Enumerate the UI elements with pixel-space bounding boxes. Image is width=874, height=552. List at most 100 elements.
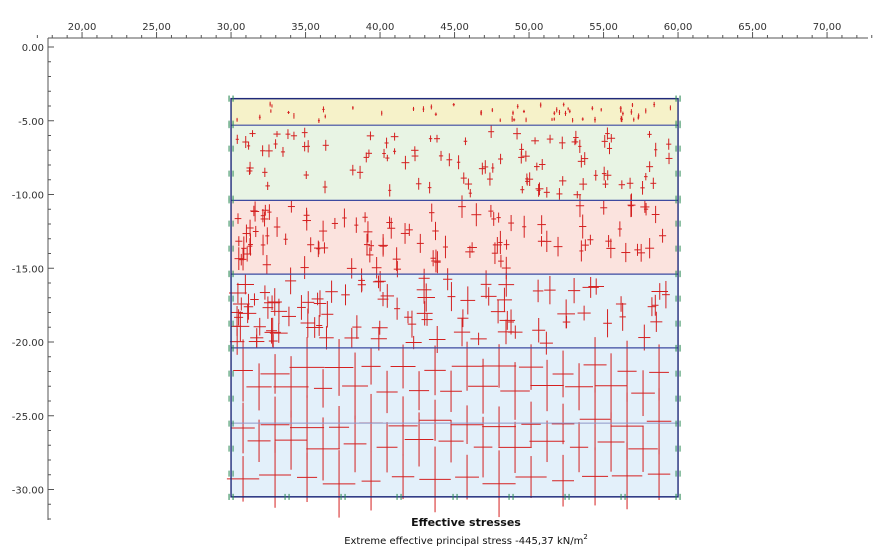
- stress-cross: [405, 223, 413, 236]
- x-tick-label: 70,00: [813, 22, 842, 33]
- left-ruler[interactable]: 0.00 -5.00 -10.00 -15.00 -20.00 -25.00 -30.00: [12, 38, 54, 520]
- boundary-node: [675, 395, 681, 402]
- caption-unit: kN/m: [554, 536, 584, 547]
- stress-cross: [231, 306, 243, 319]
- stress-cross: [422, 106, 425, 113]
- stress-cross: [470, 332, 487, 346]
- stress-cross: [434, 251, 441, 274]
- stress-cross: [602, 180, 609, 188]
- stress-cross: [267, 204, 272, 220]
- stress-cross: [460, 286, 476, 315]
- stress-cross: [568, 109, 571, 114]
- boundary-node: [675, 470, 681, 477]
- stress-cross: [539, 331, 553, 355]
- top-ruler[interactable]: 20,00 25,00 30,00 35,00 40,00 45,00 50,00 55,00…: [36, 22, 873, 39]
- stress-cross: [464, 178, 473, 190]
- stress-cross: [491, 242, 499, 265]
- stress-cross: [434, 112, 438, 116]
- stress-cross: [404, 412, 434, 467]
- stress-cross: [412, 106, 415, 111]
- x-tick-label: 40,00: [366, 22, 395, 33]
- stress-cross: [416, 233, 424, 253]
- stress-cross: [647, 448, 671, 500]
- stress-cross: [630, 109, 633, 115]
- stress-cross: [260, 145, 266, 157]
- stress-cross: [262, 167, 268, 177]
- stress-cross: [285, 267, 297, 295]
- stress-cross: [438, 150, 444, 161]
- boundary-node: [228, 470, 234, 477]
- stress-cross: [394, 297, 401, 320]
- stress-cross: [628, 194, 634, 218]
- stress-cross: [236, 274, 254, 295]
- stress-cross: [390, 132, 399, 141]
- stress-cross: [645, 108, 647, 114]
- stress-cross: [537, 215, 546, 234]
- stress-cross: [231, 402, 255, 454]
- stress-cross: [567, 107, 569, 111]
- caption-exponent: 2: [583, 533, 587, 541]
- stress-cross: [249, 130, 256, 137]
- stress-cross: [633, 117, 635, 122]
- stress-cross: [564, 110, 567, 116]
- stress-cross: [430, 104, 433, 110]
- stress-cross: [621, 242, 631, 263]
- stress-cross: [607, 134, 616, 143]
- stress-cross: [393, 148, 397, 155]
- layer-fill-1: [231, 98, 679, 126]
- stress-cross: [248, 334, 265, 349]
- boundary-node: [675, 122, 681, 129]
- stress-cross: [458, 195, 466, 218]
- stress-cross: [302, 141, 308, 152]
- stress-cross: [438, 419, 464, 463]
- stress-cross: [377, 292, 389, 307]
- stress-cross: [235, 236, 243, 247]
- stress-cross: [582, 276, 599, 298]
- stress-cross: [661, 280, 670, 309]
- stress-cross: [516, 104, 519, 109]
- stress-cross: [520, 185, 525, 194]
- stress-cross: [508, 309, 515, 335]
- stress-cross: [498, 421, 532, 473]
- stress-cross: [290, 131, 298, 140]
- stress-cross: [488, 204, 494, 218]
- stress-cross: [455, 454, 479, 500]
- stress-cross: [525, 117, 527, 123]
- stress-cross: [606, 142, 613, 155]
- stress-cross: [579, 214, 587, 239]
- stress-cross: [316, 315, 323, 336]
- stress-cross: [405, 335, 422, 350]
- stress-cross: [553, 236, 563, 257]
- stress-cross: [241, 236, 247, 261]
- boundary-nodes: [228, 95, 681, 500]
- stress-cross: [626, 177, 634, 189]
- stress-cross: [427, 181, 432, 194]
- stress-cross: [521, 401, 541, 447]
- stress-cross: [508, 325, 523, 339]
- stress-cross: [416, 301, 433, 326]
- extreme-stress-caption: Extreme effective principal stress -445,…: [344, 533, 588, 547]
- stress-cross: [565, 363, 593, 411]
- stress-cross: [569, 422, 589, 473]
- boundary-node: [228, 445, 234, 452]
- y-tick-label: -20.00: [12, 338, 44, 349]
- stress-cross: [579, 388, 611, 451]
- stress-cross: [532, 279, 544, 303]
- stress-cross: [265, 144, 273, 158]
- stress-cross: [371, 256, 382, 279]
- stress-cross: [362, 212, 368, 223]
- boundary-node: [228, 95, 234, 102]
- stress-cross: [303, 171, 309, 179]
- layer-boundaries: [230, 97, 679, 498]
- stress-cross: [343, 415, 367, 473]
- stress-cross: [587, 234, 594, 245]
- stress-cross: [653, 101, 656, 108]
- stress-cross: [285, 129, 291, 140]
- stress-cross: [268, 334, 278, 348]
- stress-cross: [552, 350, 574, 398]
- stress-cross: [647, 297, 657, 317]
- stress-cross: [515, 456, 547, 499]
- stress-cross: [620, 115, 623, 122]
- stress-cross: [478, 162, 486, 175]
- stress-cross: [640, 201, 650, 213]
